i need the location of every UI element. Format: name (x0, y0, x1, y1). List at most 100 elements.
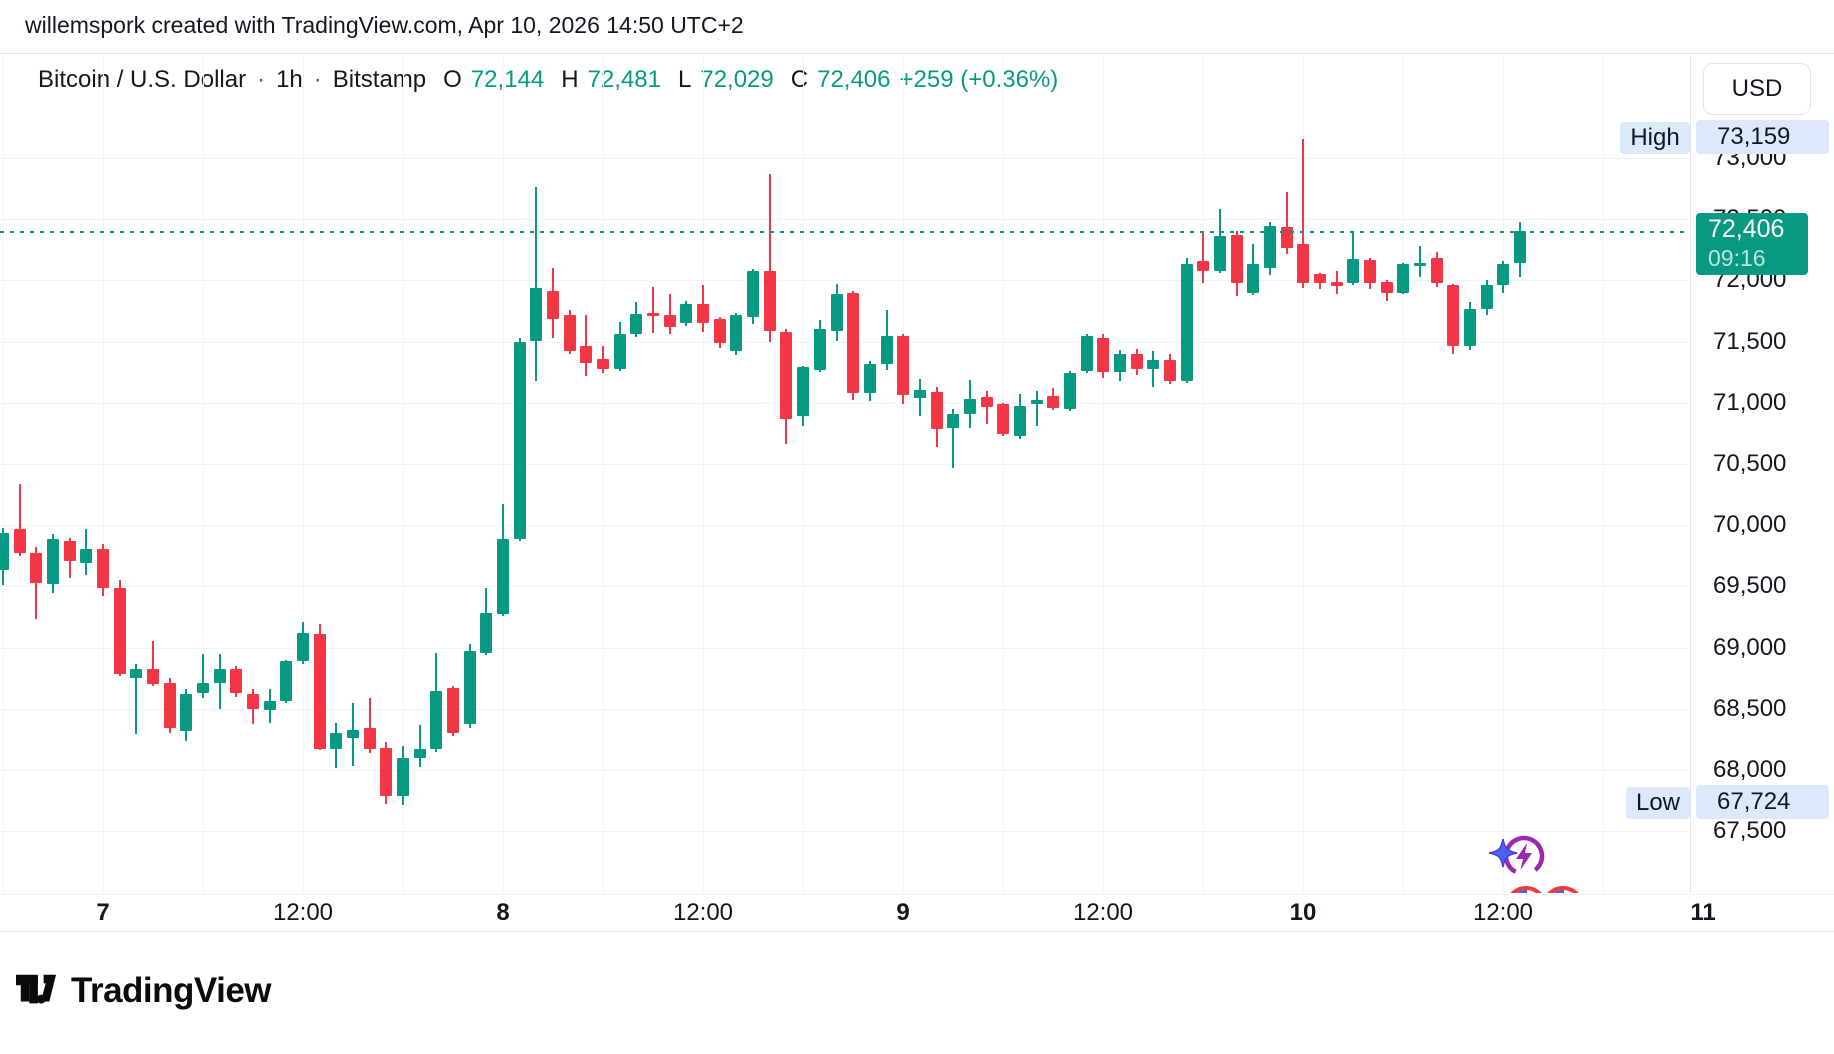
candle-wick[interactable] (1035, 390, 1038, 427)
candle-body[interactable] (797, 367, 810, 417)
candle-body[interactable] (680, 303, 693, 324)
candle-wick[interactable] (668, 294, 671, 335)
candle-body[interactable] (847, 293, 860, 393)
candle-body[interactable] (763, 271, 776, 331)
chart-pane[interactable]: Bitcoin / U.S. Dollar · 1h · Bitstamp O … (0, 55, 1690, 893)
candle-body[interactable] (263, 700, 276, 711)
candle-wick[interactable] (1152, 351, 1155, 387)
candle-body[interactable] (230, 669, 243, 693)
candle-body[interactable] (997, 404, 1010, 435)
candle-body[interactable] (380, 747, 393, 797)
candle-wick[interactable] (18, 484, 21, 556)
candle-wick[interactable] (202, 654, 205, 698)
candle-body[interactable] (497, 538, 510, 614)
candle-body[interactable] (1513, 230, 1526, 263)
candle-body[interactable] (330, 733, 343, 750)
candle-body[interactable] (647, 313, 660, 317)
candle-body[interactable] (1397, 264, 1410, 293)
candle-wick[interactable] (1418, 246, 1421, 277)
candle-body[interactable] (930, 391, 943, 430)
candle-wick[interactable] (952, 408, 955, 469)
candle-body[interactable] (1247, 263, 1260, 294)
candle-body[interactable] (1363, 259, 1376, 283)
candle-body[interactable] (1147, 359, 1160, 369)
candle-body[interactable] (1413, 263, 1426, 266)
candle-body[interactable] (630, 314, 643, 335)
candle-body[interactable] (880, 336, 893, 365)
candle-body[interactable] (780, 331, 793, 419)
candle-body[interactable] (63, 540, 76, 561)
candle-body[interactable] (897, 336, 910, 395)
candle-body[interactable] (13, 528, 26, 553)
candle-body[interactable] (1447, 285, 1460, 347)
candle-body[interactable] (297, 632, 310, 662)
candle-body[interactable] (1180, 263, 1193, 381)
candle-wick[interactable] (985, 391, 988, 425)
candle-body[interactable] (47, 538, 59, 584)
candle-wick[interactable] (652, 287, 655, 334)
candle-body[interactable] (1030, 399, 1043, 405)
candle-body[interactable] (1480, 285, 1493, 309)
candle-body[interactable] (163, 683, 176, 728)
candle-body[interactable] (980, 397, 993, 408)
candle-wick[interactable] (418, 724, 421, 767)
tradingview-logo[interactable]: TradingView (14, 971, 272, 1011)
interval-label[interactable]: 1h (276, 66, 303, 93)
candle-body[interactable] (830, 294, 843, 331)
candle-body[interactable] (730, 314, 743, 351)
time-axis[interactable]: 7 12:00 8 12:00 9 12:00 10 12:00 11 (0, 894, 1834, 931)
candle-body[interactable] (313, 634, 326, 750)
candle-body[interactable] (130, 669, 143, 679)
candle-body[interactable] (113, 587, 126, 674)
candle-body[interactable] (480, 612, 493, 654)
candle-body[interactable] (80, 549, 93, 564)
price-axis[interactable]: USD 73,00072,50072,00071,50071,00070,500… (1690, 55, 1834, 893)
candle-wick[interactable] (135, 664, 138, 735)
candle-body[interactable] (447, 687, 460, 734)
candle-body[interactable] (1013, 405, 1026, 436)
candle-wick[interactable] (152, 641, 155, 686)
candle-body[interactable] (1213, 236, 1226, 272)
candle-body[interactable] (197, 683, 210, 693)
candle-body[interactable] (1063, 372, 1076, 409)
candle-body[interactable] (1497, 264, 1510, 286)
candle-body[interactable] (613, 334, 626, 369)
candle-wick[interactable] (368, 697, 371, 753)
candle-body[interactable] (563, 314, 576, 351)
candle-body[interactable] (530, 287, 543, 341)
candle-body[interactable] (1380, 281, 1393, 293)
candle-body[interactable] (580, 345, 593, 363)
candle-body[interactable] (913, 389, 926, 398)
candle-body[interactable] (147, 669, 160, 685)
candle-body[interactable] (363, 727, 376, 750)
candle-body[interactable] (0, 533, 9, 571)
currency-usd-button[interactable]: USD (1703, 63, 1811, 115)
candle-body[interactable] (1263, 226, 1276, 269)
candle-body[interactable] (713, 318, 726, 344)
candle-body[interactable] (1113, 353, 1126, 373)
candle-body[interactable] (1430, 258, 1443, 283)
candle-wick[interactable] (35, 547, 38, 619)
candle-body[interactable] (463, 651, 476, 725)
candle-body[interactable] (663, 315, 676, 327)
candle-body[interactable] (1230, 235, 1243, 284)
lightning-event-icon[interactable] (1486, 829, 1550, 885)
candle-body[interactable] (347, 729, 360, 738)
candle-body[interactable] (1080, 336, 1093, 371)
candle-body[interactable] (1330, 281, 1343, 287)
candle-wick[interactable] (1285, 192, 1288, 255)
candle-body[interactable] (1197, 261, 1210, 272)
candle-body[interactable] (747, 270, 760, 318)
candle-body[interactable] (430, 691, 443, 750)
candle-body[interactable] (213, 669, 226, 684)
candle-body[interactable] (413, 749, 426, 759)
candle-body[interactable] (597, 359, 610, 369)
candle-body[interactable] (963, 399, 976, 414)
candle-body[interactable] (547, 291, 560, 319)
candle-wick[interactable] (768, 173, 771, 342)
candle-body[interactable] (1097, 337, 1110, 373)
candle-body[interactable] (513, 341, 526, 540)
candle-wick[interactable] (585, 314, 588, 377)
candle-body[interactable] (1163, 359, 1176, 381)
candle-body[interactable] (1130, 353, 1143, 369)
